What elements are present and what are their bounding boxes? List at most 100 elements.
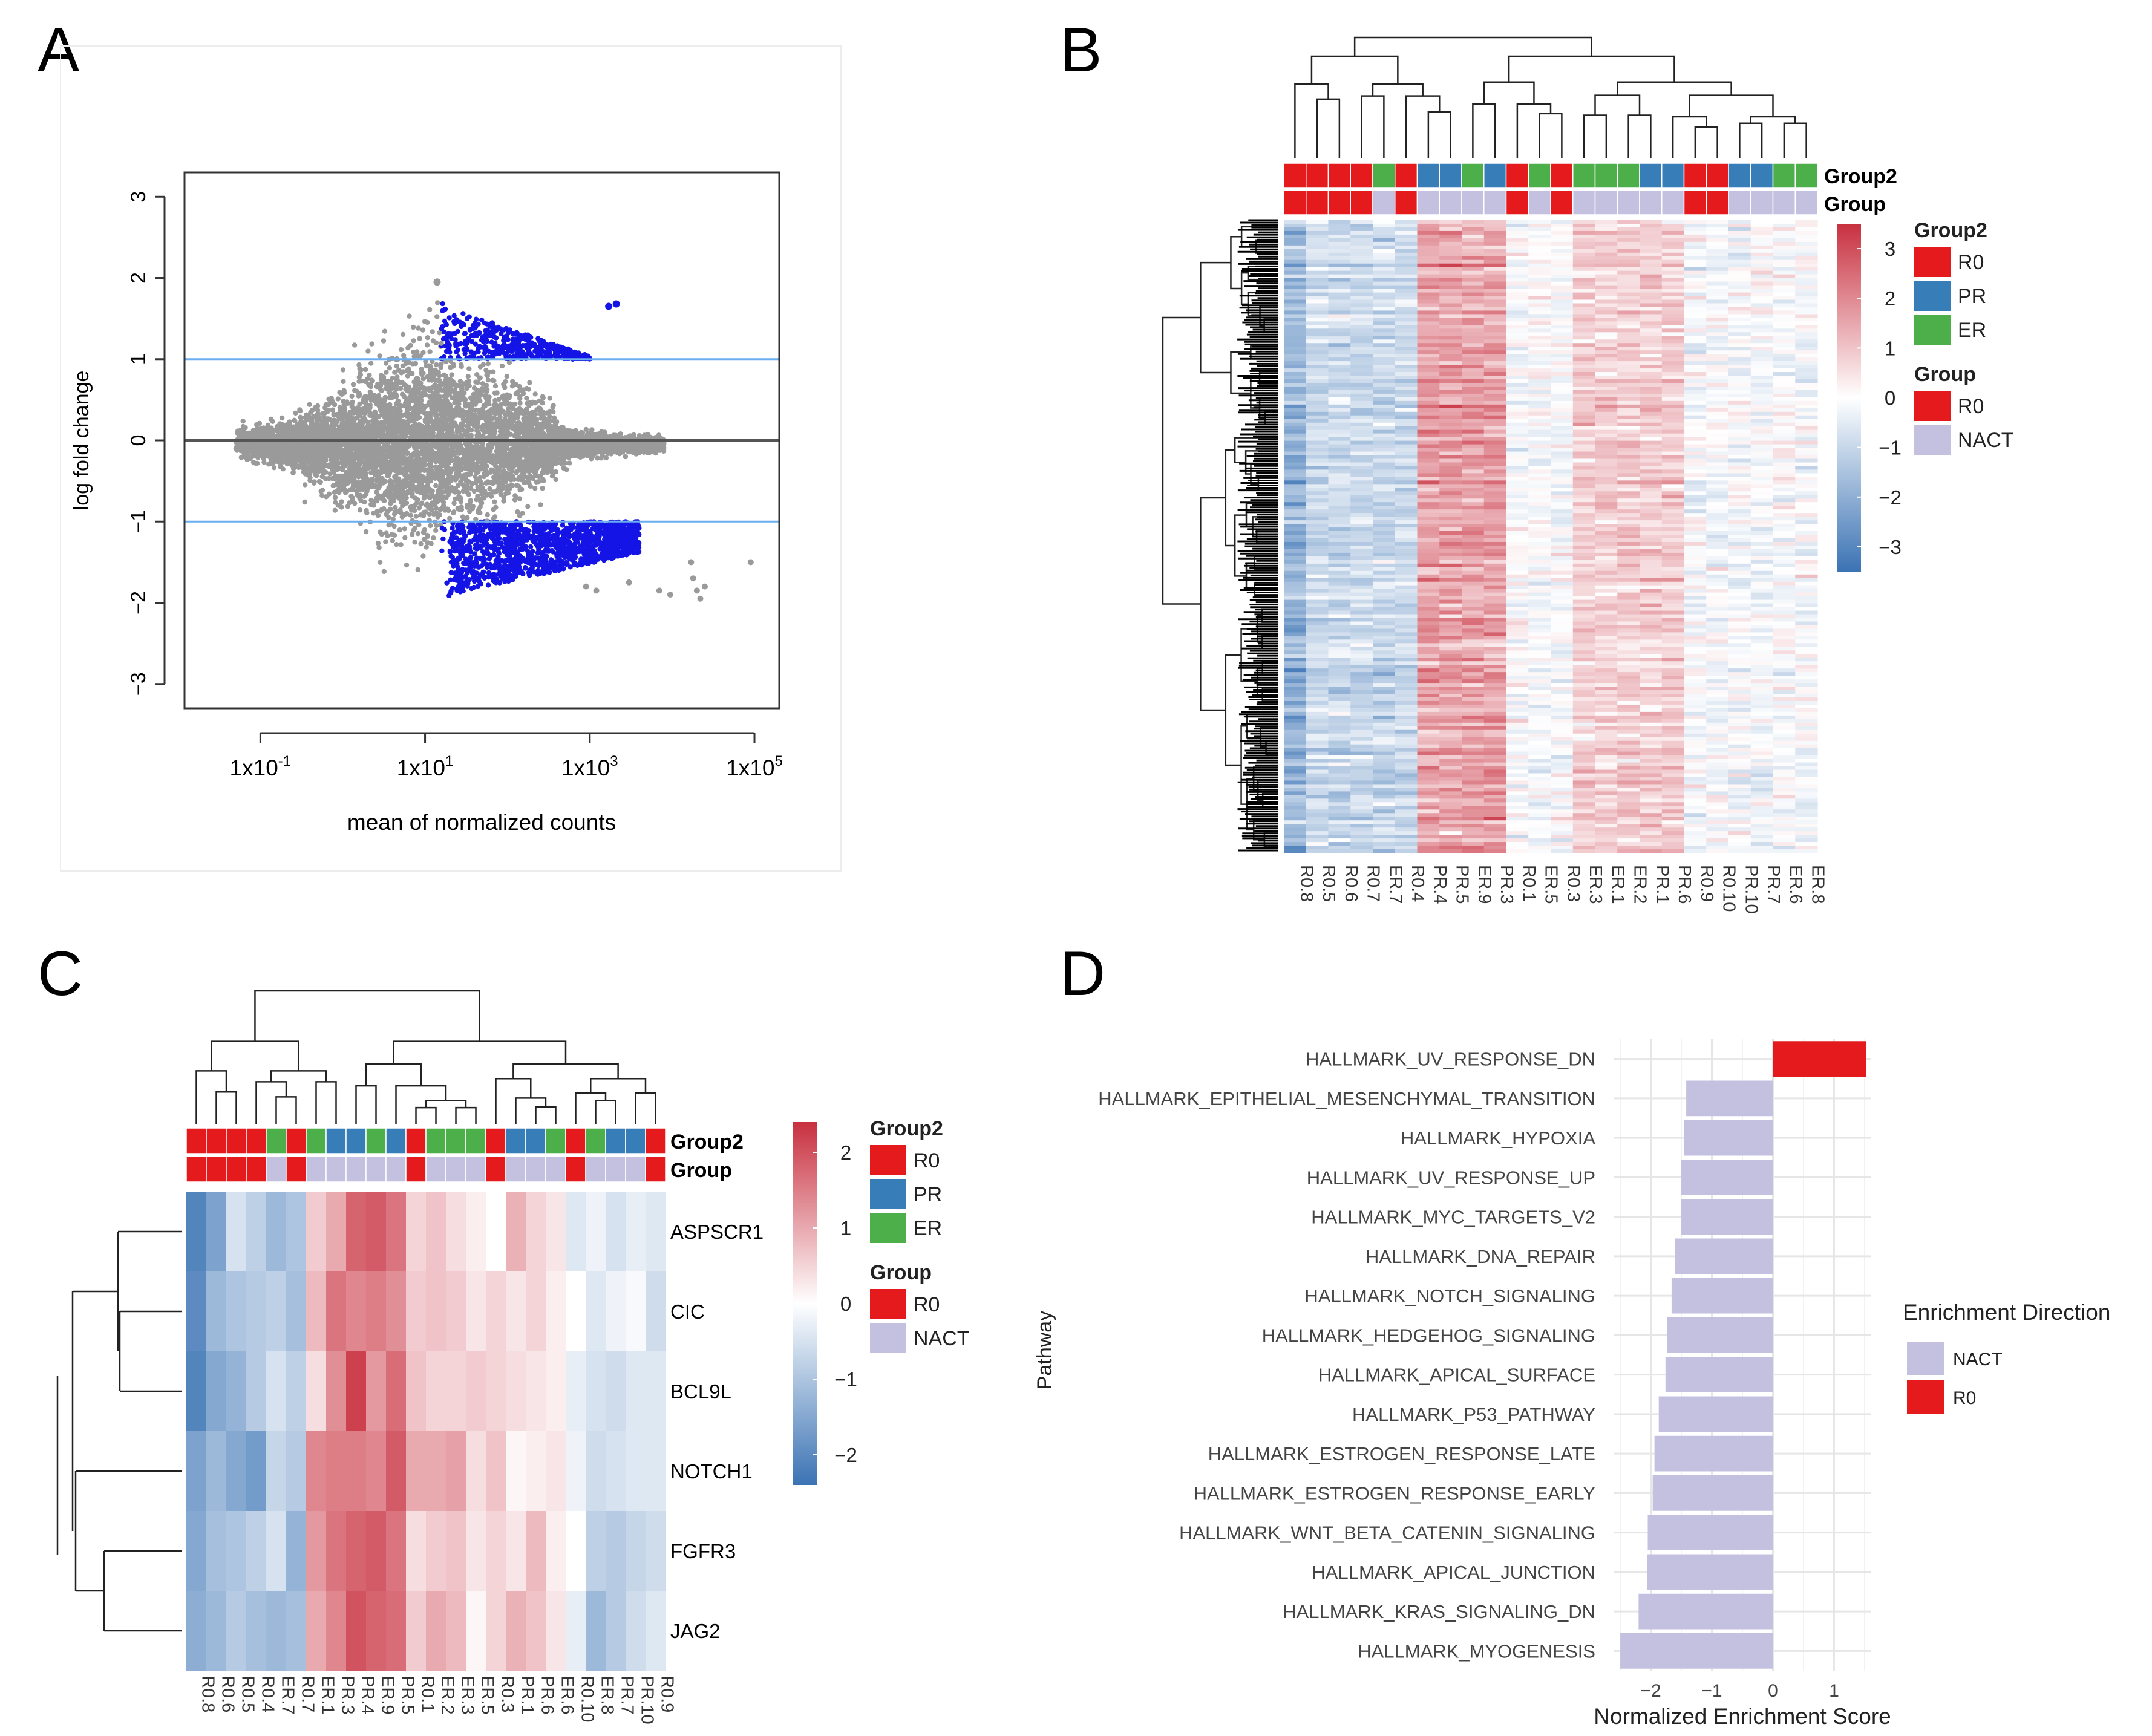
ma-point [444, 484, 450, 489]
ma-point [462, 351, 468, 356]
ma-point [402, 535, 408, 541]
ma-point [534, 479, 539, 485]
ma-point [408, 504, 413, 510]
ma-point [510, 577, 515, 582]
panel-label-c: C [38, 939, 83, 1009]
ma-point [456, 451, 462, 456]
ma-point [541, 478, 546, 484]
ma-point [384, 370, 389, 375]
ma-point [425, 319, 430, 325]
panel-label-d: D [1060, 939, 1105, 1009]
ma-point [382, 328, 388, 334]
ma-point [368, 497, 374, 503]
ma-point [503, 379, 508, 385]
ma-point [446, 315, 452, 321]
ma-point [377, 353, 382, 359]
ma-point [434, 362, 439, 368]
ma-point [420, 376, 426, 382]
ma-point [363, 367, 368, 373]
ma-point [494, 390, 500, 396]
ma-point [461, 532, 467, 537]
ma-point [391, 523, 397, 529]
ma-point [365, 348, 371, 354]
ma-point [293, 410, 298, 416]
ma-point [383, 539, 388, 544]
ma-point [434, 314, 440, 319]
ma-point [492, 499, 497, 504]
ma-point [375, 540, 381, 546]
ma-point [303, 482, 308, 488]
ma-point [485, 361, 491, 367]
ma-point [431, 535, 436, 541]
ma-point [415, 530, 421, 537]
ma-point [453, 496, 458, 502]
ma-point [420, 553, 426, 559]
ma-point [411, 324, 416, 330]
ma-point [440, 301, 445, 307]
ma-point [528, 544, 534, 550]
ma-point [365, 483, 370, 488]
ma-point [394, 542, 399, 547]
ma-point [512, 402, 518, 407]
ma-point [416, 325, 421, 331]
ma-point [332, 495, 338, 500]
ma-point [411, 507, 417, 514]
ma-point [440, 536, 446, 542]
ma-point [561, 465, 566, 471]
ma-point [485, 512, 490, 518]
ma-point [298, 414, 303, 420]
ma-point [387, 395, 393, 400]
ma-plot-points [233, 278, 754, 602]
ma-point [451, 313, 457, 318]
ma-point [532, 485, 538, 491]
ma-point [433, 483, 439, 488]
ma-point [603, 455, 609, 461]
ma-point [397, 527, 402, 533]
ma-point [352, 342, 358, 348]
ma-point [547, 408, 552, 414]
ma-point [413, 514, 419, 519]
ma-point [410, 494, 415, 499]
ma-point [451, 500, 457, 506]
ma-point [433, 527, 439, 533]
ma-point [385, 473, 391, 479]
panel-a-frame [60, 45, 842, 872]
ma-point [450, 526, 455, 531]
ma-point [466, 366, 472, 371]
ma-point [425, 335, 430, 341]
ma-point [499, 363, 505, 369]
ma-point [440, 500, 446, 505]
ma-point [368, 361, 374, 366]
panel-label-b: B [1060, 15, 1102, 85]
ma-point [270, 419, 275, 424]
ma-point [456, 401, 462, 406]
ma-point [392, 509, 398, 515]
ma-point [319, 492, 325, 498]
ma-point [449, 395, 455, 400]
ma-point [535, 567, 541, 573]
ma-point [440, 308, 445, 313]
ma-point [463, 486, 469, 492]
ma-point [469, 339, 474, 344]
ma-point [471, 488, 477, 494]
ma-point [400, 413, 405, 418]
ma-point [553, 477, 558, 483]
ma-point [439, 548, 445, 553]
ma-point [350, 399, 355, 405]
ma-point [468, 555, 474, 560]
ma-point [372, 498, 378, 504]
ma-point [407, 313, 412, 319]
ma-point [525, 504, 531, 509]
ma-point [472, 551, 477, 556]
ma-point [623, 454, 629, 460]
ma-point [332, 507, 338, 513]
ma-point [567, 564, 573, 570]
ma-point [517, 383, 522, 390]
ma-point [441, 372, 446, 378]
ma-point [483, 382, 489, 388]
ma-point [477, 555, 483, 561]
ma-point [387, 365, 393, 371]
ma-point [376, 414, 382, 419]
ma-point [437, 330, 442, 336]
ma-point [543, 553, 549, 559]
